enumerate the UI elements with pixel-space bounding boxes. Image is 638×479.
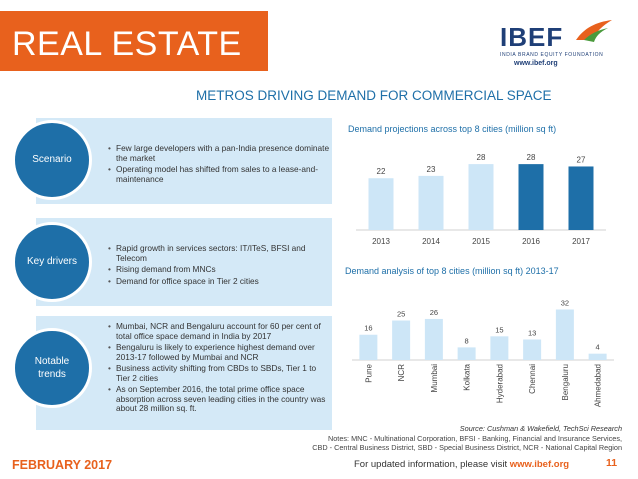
chart2-category-label: NCR — [397, 364, 406, 382]
chart1-bar-2015 — [468, 164, 494, 230]
key-drivers-circle: Key drivers — [12, 222, 92, 302]
chart2-category-label: Hyderabad — [495, 364, 504, 403]
chart2-category-label: Bengaluru — [561, 364, 570, 400]
chart1-category-label: 2015 — [472, 237, 490, 246]
page-title: REAL ESTATE — [12, 25, 242, 63]
city-demand-chart: 16 Pune 25 NCR 26 Mumbai 8 Kolkata 15 Hyderabad 13… — [352, 298, 614, 407]
footer-link[interactable]: www.ibef.org — [509, 459, 570, 470]
list-item: Operating model has shifted from sales t… — [108, 164, 330, 184]
chart2-bar-kolkata — [457, 347, 476, 360]
scenario-bullets: Few large developers with a pan-India pr… — [108, 143, 330, 186]
page-number: 11 — [606, 457, 618, 469]
chart1-value-label: 23 — [427, 165, 436, 174]
list-item: Mumbai, NCR and Bengaluru account for 60… — [108, 321, 330, 341]
notable-trends-circle: Notable trends — [12, 328, 92, 408]
key-drivers-label: Key drivers — [26, 256, 77, 268]
title-banner: REAL ESTATE — [0, 11, 268, 71]
chart1-title: Demand projections across top 8 cities (… — [348, 124, 557, 134]
chart1-value-label: 22 — [377, 167, 386, 176]
list-item: Bengaluru is likely to experience highes… — [108, 342, 330, 362]
list-item: Few large developers with a pan-India pr… — [108, 143, 330, 163]
list-item: Business activity shifting from CBDs to … — [108, 363, 330, 383]
chart2-category-label: Pune — [364, 363, 373, 382]
demand-projection-chart: 22 2013 23 2014 28 2015 28 2016 27 2017 — [356, 153, 606, 246]
list-item: Demand for office space in Tier 2 cities — [108, 276, 330, 287]
chart2-bar-chennai — [523, 339, 542, 360]
chart1-value-label: 27 — [577, 155, 586, 164]
chart2-value-label: 26 — [430, 308, 438, 317]
abbreviation-notes: Notes: MNC - Multinational Corporation, … — [312, 434, 622, 453]
chart1-category-label: 2017 — [572, 237, 590, 246]
section-title: METROS DRIVING DEMAND FOR COMMERCIAL SPA… — [196, 88, 552, 103]
source-note: Source: Cushman & Wakefield, TechSci Res… — [459, 424, 622, 433]
chart2-value-label: 32 — [561, 298, 569, 307]
logo-url[interactable]: www.ibef.org — [514, 60, 558, 67]
notable-trends-bullets: Mumbai, NCR and Bengaluru account for 60… — [108, 321, 330, 416]
logo-subtitle: INDIA BRAND EQUITY FOUNDATION — [500, 52, 604, 58]
list-item: Rising demand from MNCs — [108, 265, 330, 275]
chart2-title: Demand analysis of top 8 cities (million… — [345, 266, 559, 276]
chart2-category-label: Mumbai — [430, 364, 439, 393]
footer-date: FEBRUARY 2017 — [12, 458, 113, 472]
list-item: As on September 2016, the total prime of… — [108, 384, 330, 414]
chart2-value-label: 8 — [465, 336, 469, 345]
chart2-bar-bengaluru — [555, 309, 574, 360]
chart1-bar-2014 — [418, 175, 444, 230]
footer-text: For updated information, please visit ww… — [354, 459, 569, 470]
scenario-label: Scenario — [32, 154, 72, 166]
chart2-category-label: Kolkata — [463, 363, 472, 390]
ibef-logo[interactable]: IBEF INDIA BRAND EQUITY FOUNDATION www.i… — [500, 16, 620, 74]
bird-logo-icon — [576, 20, 612, 42]
chart1-bar-2017 — [568, 166, 594, 230]
chart2-bar-ncr — [392, 320, 411, 360]
key-drivers-bullets: Rapid growth in services sectors: IT/ITe… — [108, 243, 330, 288]
notes-line: CBD - Central Business District, SBD - S… — [312, 443, 622, 453]
notable-trends-label: Notable trends — [34, 355, 70, 381]
chart2-bar-hyderabad — [490, 336, 509, 360]
chart2-value-label: 16 — [364, 324, 372, 333]
chart2-value-label: 15 — [495, 325, 503, 334]
chart2-value-label: 13 — [528, 328, 536, 337]
chart1-value-label: 28 — [477, 153, 486, 162]
footer-prompt: For updated information, please visit — [354, 459, 510, 470]
chart1-bar-2016 — [518, 164, 544, 230]
logo-wordmark: IBEF — [500, 22, 564, 52]
chart1-category-label: 2013 — [372, 237, 390, 246]
chart2-value-label: 25 — [397, 310, 405, 319]
list-item: Rapid growth in services sectors: IT/ITe… — [108, 243, 330, 263]
header: REAL ESTATE IBEF INDIA BRAND EQUITY FOUN… — [0, 0, 638, 84]
chart1-value-label: 28 — [527, 153, 536, 162]
chart2-bar-pune — [359, 334, 378, 360]
chart2-bar-ahmedabad — [588, 353, 607, 360]
chart1-category-label: 2014 — [422, 237, 440, 246]
chart1-category-label: 2016 — [522, 237, 540, 246]
chart2-bar-mumbai — [424, 318, 443, 360]
chart2-value-label: 4 — [596, 343, 600, 352]
chart1-bar-2013 — [368, 178, 394, 230]
scenario-circle: Scenario — [12, 120, 92, 200]
chart2-category-label: Ahmedabad — [594, 364, 603, 407]
chart2-category-label: Chennai — [528, 364, 537, 394]
notes-line: Notes: MNC - Multinational Corporation, … — [327, 434, 622, 443]
